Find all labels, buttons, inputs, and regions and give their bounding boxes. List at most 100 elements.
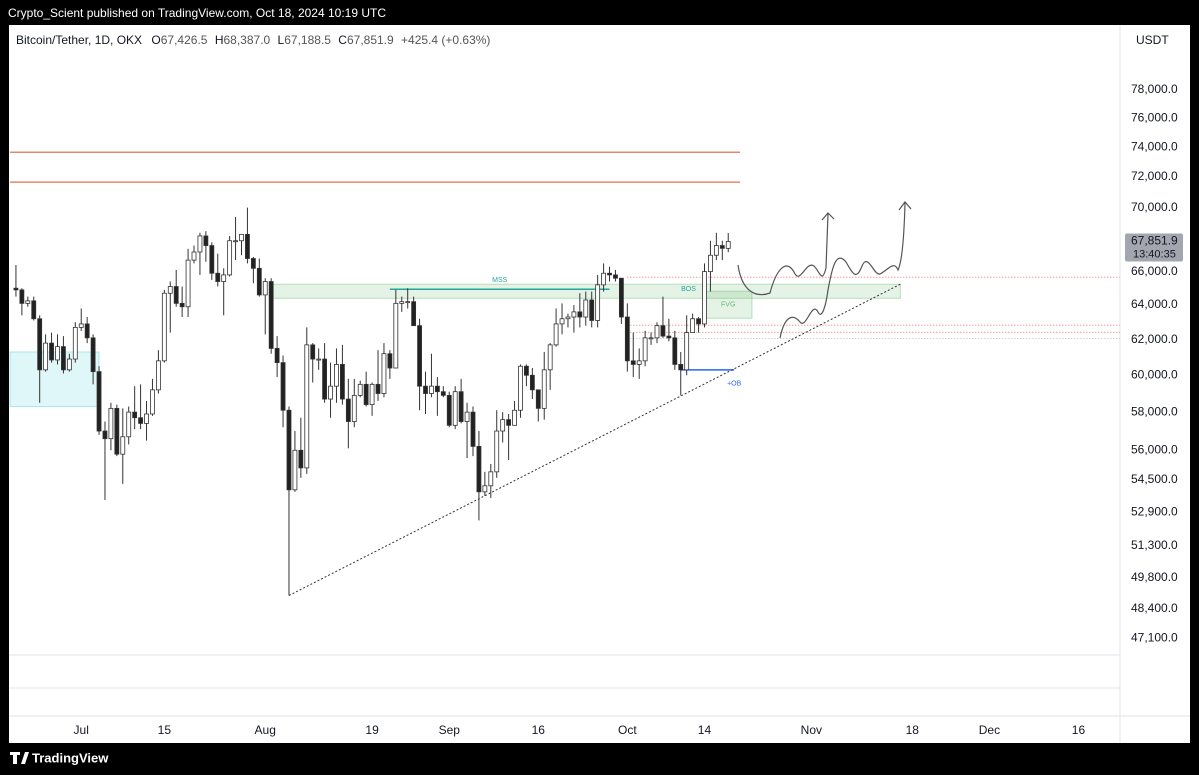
candle-body [179,302,185,308]
candle-body [607,272,612,276]
y-tick-label: 48,400.0 [1131,601,1178,615]
y-tick-label: 60,000.0 [1131,367,1178,381]
candle-body [648,337,654,340]
candle-body [13,287,19,291]
candle-body [155,360,161,391]
candle-body [215,272,221,282]
candle-body [399,301,405,304]
candle-body [518,365,523,411]
candle-body [197,235,203,253]
arrow-head [821,212,835,221]
candle-body [583,299,589,318]
candle-body [506,419,512,426]
y-tick-label: 66,000.0 [1131,264,1178,278]
candle-body [708,254,713,273]
countdown: 13:40:35 [1133,248,1176,260]
candle-body [328,385,333,400]
candle-body [49,342,54,361]
candle-body [601,272,606,286]
candle-body [725,241,731,249]
y-tick-label: 78,000.0 [1131,82,1178,96]
candle-body [150,389,155,415]
candle-body [672,337,678,365]
candle-body [292,449,298,491]
x-tick-label: Dec [979,723,1000,737]
candle-body [470,411,476,447]
candle-body [393,302,399,369]
y-tick-label: 56,000.0 [1131,442,1178,456]
candle-body [476,445,482,493]
candle-body [221,274,227,282]
candle-body [167,286,173,294]
x-tick-label: 19 [365,723,379,737]
candle-body [185,259,191,308]
publisher: Crypto_Scient published on TradingView.c… [8,6,386,20]
candle-body [114,407,120,455]
y-tick-label: 76,000.0 [1131,110,1178,124]
y-tick-label: 62,000.0 [1131,332,1178,346]
x-tick-label: 16 [1072,723,1086,737]
candle-body [524,365,529,376]
candle-body [440,391,446,396]
candle-body [102,430,108,440]
candle-body [595,284,601,321]
y-tick-label: 49,800.0 [1131,570,1178,584]
candle-body [43,342,49,371]
y-axis-label: USDT [1136,33,1169,47]
y-tick-label: 47,100.0 [1131,631,1178,645]
candle-body [381,353,387,394]
h-value: 68,387.0 [223,33,270,47]
candle-body [529,374,535,391]
candle-body [494,430,500,473]
candle-body [334,364,339,387]
candle-body [322,358,327,400]
annotation: FVG [721,302,735,309]
candle-body [239,233,244,242]
candle-body [541,369,547,409]
candle-body [488,471,494,487]
candle-body [191,251,197,261]
candle-body [713,245,719,256]
plot: MSS BOS FVG +OB [9,151,1120,596]
candle-body [120,436,126,455]
candle-body [618,277,624,318]
candle-body [132,411,138,419]
zone [9,351,100,408]
candle-body [423,385,428,394]
candle-body [280,362,286,411]
candle-body [96,371,102,432]
candle-body [411,301,417,327]
candle-body [173,286,179,304]
candle-body [209,245,215,274]
candle-body [446,394,452,426]
candle-body [345,398,351,422]
candle-body [203,235,209,246]
candle-body [500,419,506,432]
x-tick-label: Nov [801,723,822,737]
candle-body [666,335,672,339]
y-tick-label: 74,000.0 [1131,139,1178,153]
y-tick-label: 52,900.0 [1131,504,1178,518]
annotation: +OB [727,381,742,388]
candle-body [72,326,78,360]
candle-body [571,311,577,318]
candle-body [37,318,43,371]
candle-body [429,385,434,394]
brand-logo [10,752,29,764]
candle-body [577,311,583,318]
brand: TradingView [32,750,109,765]
chart-area [9,25,1190,743]
annotation: MSS [492,277,508,284]
candle-body [642,337,648,362]
candle-body [286,409,292,491]
candle-body [250,258,256,269]
candle-body [678,364,684,371]
y-tick-label: 51,300.0 [1131,538,1178,552]
candle-body [624,316,630,362]
candle-body [19,289,25,304]
change: +425.4 (+0.63%) [401,33,490,47]
candle-body [696,318,701,325]
candle-body [636,360,642,365]
candle-body [310,344,316,360]
